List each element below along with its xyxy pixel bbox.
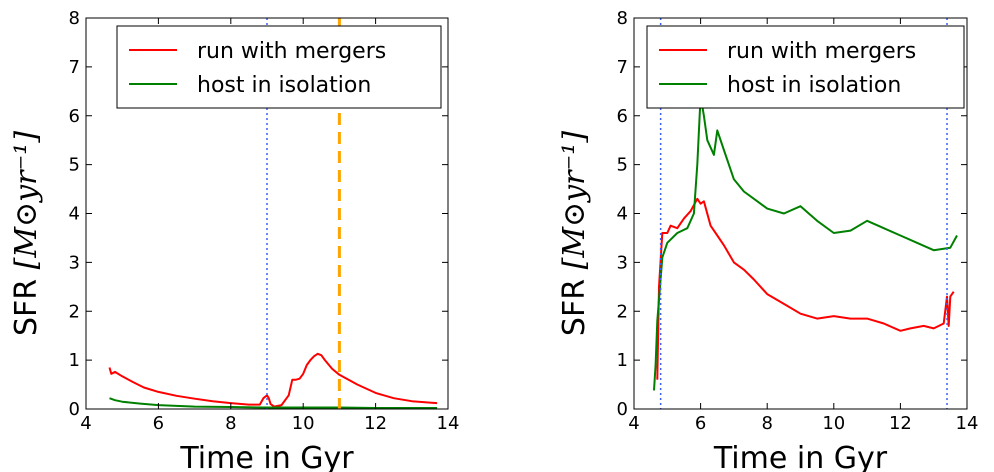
y-tick-label: 2 bbox=[617, 301, 628, 322]
x-tick-label: 6 bbox=[695, 413, 706, 434]
y-tick-label: 3 bbox=[617, 252, 628, 273]
y-axis-label-units: [M⊙yr⁻¹] bbox=[9, 131, 44, 270]
legend-box bbox=[646, 25, 965, 109]
legend-entry-label: host in isolation bbox=[727, 73, 901, 98]
y-axis-label-units: [M⊙yr⁻¹] bbox=[557, 131, 592, 270]
legend-entry-label: run with mergers bbox=[727, 39, 916, 64]
y-tick-label: 1 bbox=[69, 350, 80, 371]
y-axis-label-prefix: SFR bbox=[557, 269, 592, 336]
y-tick-label: 8 bbox=[69, 8, 80, 29]
x-tick-label: 4 bbox=[80, 413, 91, 434]
x-tick-label: 8 bbox=[761, 413, 772, 434]
x-tick-label: 14 bbox=[956, 413, 979, 434]
x-tick-label: 14 bbox=[437, 413, 460, 434]
y-tick-label: 1 bbox=[617, 350, 628, 371]
series-line-mergers bbox=[656, 197, 955, 380]
y-tick-label: 7 bbox=[617, 57, 628, 78]
legend-box bbox=[116, 25, 442, 109]
y-axis-label: SFR [M⊙yr⁻¹] bbox=[9, 131, 44, 336]
y-tick-label: 3 bbox=[69, 252, 80, 273]
y-tick-label: 7 bbox=[69, 57, 80, 78]
y-tick-label: 2 bbox=[69, 301, 80, 322]
y-tick-label: 4 bbox=[69, 204, 80, 225]
y-axis-label-prefix: SFR bbox=[9, 269, 44, 336]
series-line-mergers bbox=[108, 352, 438, 408]
y-tick-label: 5 bbox=[69, 155, 80, 176]
y-tick-label: 5 bbox=[617, 155, 628, 176]
y-tick-label: 6 bbox=[617, 106, 628, 127]
x-tick-label: 10 bbox=[822, 413, 845, 434]
y-tick-label: 4 bbox=[617, 204, 628, 225]
y-tick-label: 0 bbox=[617, 399, 628, 420]
x-axis-label: Time in Gyr bbox=[713, 441, 888, 472]
x-tick-label: 12 bbox=[364, 413, 387, 434]
x-tick-label: 12 bbox=[889, 413, 912, 434]
y-tick-label: 8 bbox=[617, 8, 628, 29]
x-tick-label: 10 bbox=[292, 413, 315, 434]
legend-entry-label: run with mergers bbox=[197, 39, 386, 64]
y-tick-label: 6 bbox=[69, 106, 80, 127]
x-tick-label: 8 bbox=[225, 413, 236, 434]
x-axis-label: Time in Gyr bbox=[179, 441, 354, 472]
y-tick-label: 0 bbox=[69, 399, 80, 420]
x-tick-label: 4 bbox=[628, 413, 639, 434]
series-line-isolation bbox=[653, 95, 958, 391]
legend-entry-label: host in isolation bbox=[197, 73, 371, 98]
x-tick-label: 6 bbox=[153, 413, 164, 434]
y-axis-label: SFR [M⊙yr⁻¹] bbox=[557, 131, 592, 336]
